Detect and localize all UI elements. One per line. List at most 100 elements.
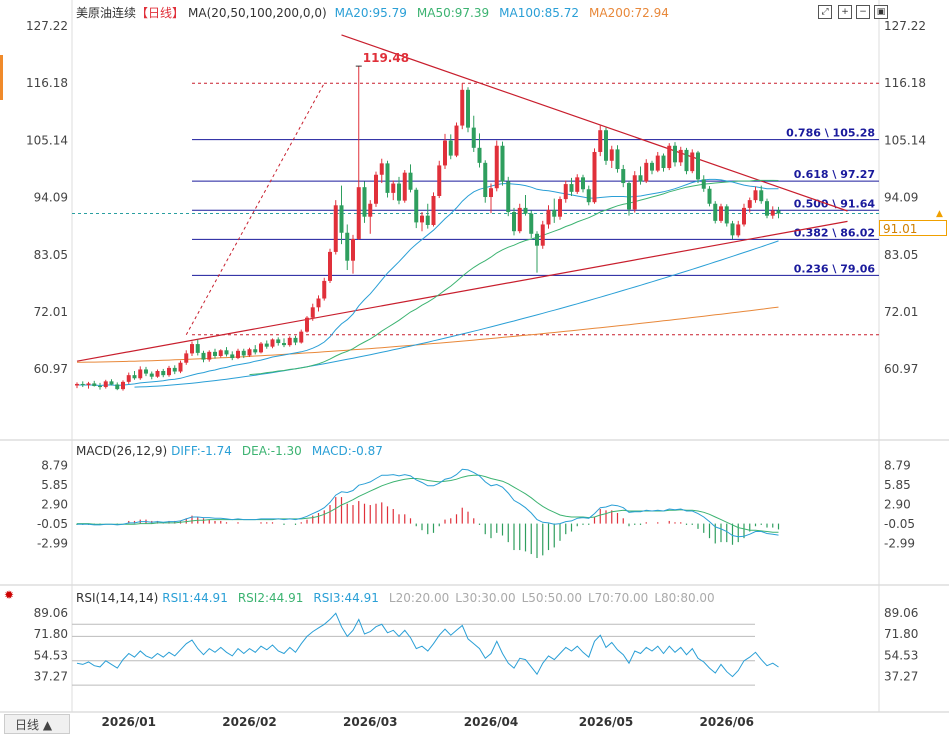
candle-body [678,149,683,163]
settings-gear-icon[interactable]: ✹ [4,588,15,602]
candle-body [747,200,752,208]
candle-body [98,386,102,388]
candle-body [575,177,580,192]
candle-body [132,375,137,379]
price-tick-right: 116.18 [884,76,926,90]
ma50-line [249,179,779,376]
candle-body [753,190,758,201]
price-tick-left: 105.14 [26,133,68,147]
candle-body [201,352,206,360]
candle-body [632,175,637,210]
dashed-trendline [185,82,325,335]
candle-body [230,354,235,359]
candle-body [517,207,522,232]
candle-body [586,189,591,203]
candle-body [374,174,378,204]
fib-label: 0.500 \ 91.64 [794,197,876,210]
candle-body [247,349,252,356]
candle-body [149,373,154,377]
candle-body [569,184,574,192]
left-accent [0,55,3,100]
candle-body [627,183,631,210]
candle-body [483,162,488,198]
macd-tick-right: 8.79 [884,458,911,472]
candle-body [460,89,465,126]
candle-body [305,317,309,332]
macd-dea: DEA:-1.30 [241,444,302,458]
candle-body [420,215,424,223]
candle-body [397,183,401,201]
price-tick-left: 72.01 [34,305,68,319]
candle-body [701,179,706,189]
candle-body [742,207,746,225]
period-button[interactable]: 日线 ▲ [4,714,70,734]
candle-body [362,187,367,217]
candle-body [75,383,79,386]
candle-body [167,367,171,376]
candle-body [540,224,545,246]
ma200-value: MA200:72.94 [589,6,669,20]
candle-body [276,339,281,344]
candle-body [287,337,292,346]
ma20-value: MA20:95.79 [334,6,407,20]
candle-body [299,331,304,343]
price-tick-left: 94.09 [34,191,68,205]
rsi1: RSI1:44.91 [162,591,228,605]
fit-icon[interactable]: ▣ [874,5,888,19]
price-tick-right: 127.22 [884,19,926,33]
candle-body [316,298,321,308]
price-marker-icon: ▲ [936,209,943,219]
candle-body [195,344,200,353]
zoom-out-icon[interactable]: − [856,5,870,19]
price-tick-left: 127.22 [26,19,68,33]
rsi2: RSI2:44.91 [237,591,304,605]
candle-body [138,369,143,379]
macd-title[interactable]: MACD(26,12,9) [76,444,168,458]
candle-body [563,184,568,200]
trendline [76,220,848,362]
rsi-l30: L30:30.00 [455,591,516,605]
high-label: 119.48 [363,51,409,65]
candle-body [115,384,120,390]
candle-body [103,381,108,388]
candle-body [776,210,781,214]
fib-label: 0.382 \ 86.02 [794,226,875,239]
trendline [341,34,848,212]
candle-body [454,125,459,156]
macd-value: MACD:-0.87 [311,444,383,458]
macd-diff-line [77,468,779,538]
candle-body [144,369,148,374]
zoom-in-icon[interactable]: + [838,5,852,19]
candle-body [661,155,666,169]
candle-body [241,350,246,356]
rsi-l70: L70:70.00 [587,591,649,605]
candle-body [494,145,499,189]
candle-body [184,353,189,363]
candle-body [581,177,585,190]
price-tick-left: 83.05 [34,248,68,262]
candle-body [736,224,741,236]
ma-settings-label[interactable]: MA(20,50,100,200,0,0) [188,6,327,20]
rsi-l50: L50:50.00 [521,591,582,605]
macd-tick-left: 8.79 [41,458,68,472]
candle-body [598,130,603,152]
candle-body [765,201,769,216]
expand-icon[interactable]: ⤢ [818,5,832,19]
rsi-legend: RSI(14,14,14) RSI1:44.91 RSI2:44.91 RSI3:44… [76,591,725,605]
current-price-tag: 91.01 [879,220,947,236]
candle-body [512,212,516,232]
candle-body [270,339,275,347]
period-label[interactable]: 【日线】 [136,6,185,20]
candle-body [558,199,562,217]
candle-body [770,210,775,216]
candle-body [604,130,608,161]
macd-tick-left: -0.05 [37,517,68,531]
rsi-title[interactable]: RSI(14,14,14) [76,591,159,605]
macd-tick-right: 2.90 [884,497,911,511]
candle-body [437,165,442,196]
candle-body [431,195,436,225]
rsi-l80: L80:80.00 [654,591,715,605]
candle-body [552,209,557,217]
rsi-tick-right: 71.80 [884,627,918,641]
candle-body [546,209,551,225]
